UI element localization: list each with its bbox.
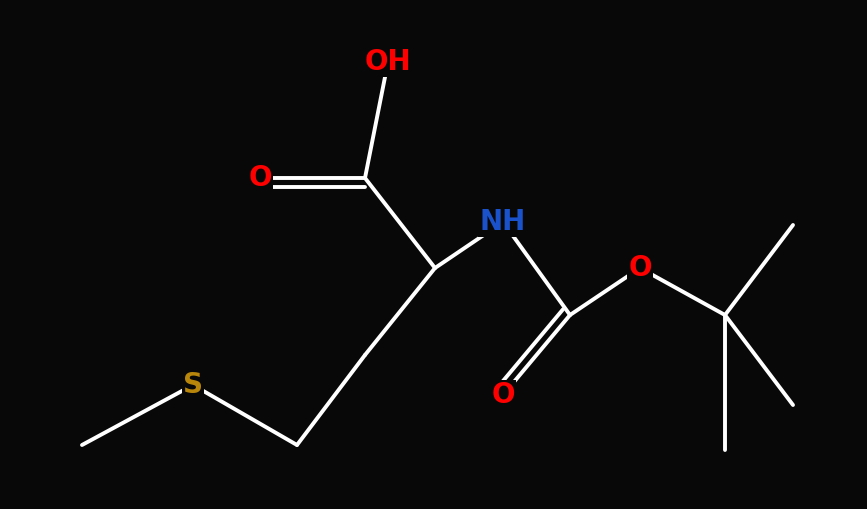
Text: NH: NH <box>479 208 526 236</box>
Text: O: O <box>248 164 271 192</box>
Text: O: O <box>492 381 515 409</box>
Text: OH: OH <box>365 48 411 76</box>
Text: S: S <box>183 371 203 399</box>
Text: O: O <box>629 254 652 282</box>
